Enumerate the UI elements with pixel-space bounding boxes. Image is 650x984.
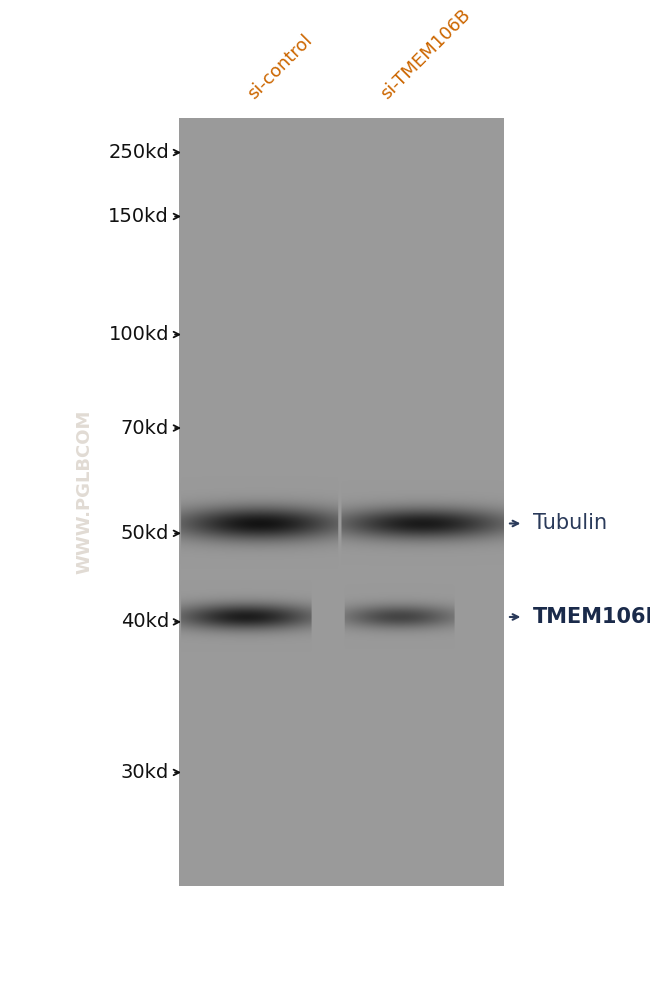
Text: Tubulin: Tubulin [533,514,607,533]
Text: 30kd: 30kd [121,763,169,782]
Text: 150kd: 150kd [109,207,169,226]
Bar [179,118,504,886]
Text: 50kd: 50kd [121,523,169,543]
Text: si-control: si-control [244,31,316,103]
Text: 250kd: 250kd [109,143,169,162]
Text: 40kd: 40kd [121,612,169,632]
Text: TMEM106B: TMEM106B [533,607,650,627]
Text: 70kd: 70kd [121,418,169,438]
Text: si-TMEM106B: si-TMEM106B [377,7,474,103]
Text: 100kd: 100kd [109,325,169,344]
Text: WWW.PGLBCOM: WWW.PGLBCOM [75,409,94,575]
